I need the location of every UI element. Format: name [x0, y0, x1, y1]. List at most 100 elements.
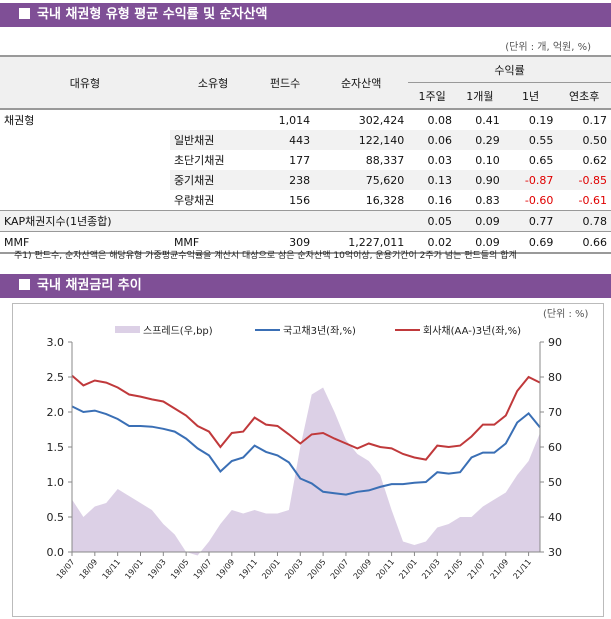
cell-minor: 초단기채권	[173, 154, 225, 167]
unit-label: (단위 : 개, 억원, %)	[505, 42, 591, 53]
cell-w1: 0.13	[408, 170, 456, 190]
table-row: 중기채권 238 75,620 0.13 0.90 -0.87 -0.85	[0, 170, 611, 190]
series-line-1	[71, 405, 541, 496]
fund-returns-table: 대유형 소유형 펀드수 순자산액 수익률 1주일 1개월 1년 연초후 채권형 1…	[0, 55, 611, 254]
y-right-tick-label: 70	[548, 406, 562, 419]
cell-minor	[169, 210, 257, 232]
x-tick-label: 20/03	[283, 558, 305, 581]
cell-m1: 0.09	[455, 210, 504, 232]
cell-major: KAP채권지수(1년종합)	[0, 210, 170, 232]
table-row: 초단기채권 177 88,337 0.03 0.10 0.65 0.62	[0, 150, 611, 170]
cell-funds	[256, 210, 315, 232]
cell-assets	[314, 210, 409, 232]
cell-minor: 중기채권	[169, 170, 257, 190]
cell-assets: 122,140	[314, 130, 409, 150]
y-left-tick-label: 0.5	[47, 511, 65, 524]
series-line-2	[71, 374, 541, 461]
x-tick-label: 20/09	[352, 558, 374, 581]
x-tick-label: 20/05	[306, 558, 328, 581]
y-left-tick-label: 3.0	[47, 336, 65, 349]
cell-m1: 0.41	[475, 113, 500, 127]
section-title: 국내 채권금리 추이	[37, 278, 142, 293]
cell-y1: -0.87	[503, 170, 558, 190]
header-1y: 1년	[503, 82, 558, 109]
cell-assets: 16,328	[365, 193, 405, 207]
y-right-tick-label: 80	[548, 371, 562, 384]
x-tick-label: 21/05	[443, 558, 465, 581]
header-1m: 1개월	[455, 82, 504, 109]
cell-ytd: 0.50	[557, 130, 611, 150]
x-tick-label: 20/01	[260, 558, 282, 581]
y-right-tick-label: 90	[548, 336, 562, 349]
cell-funds: 156	[289, 193, 311, 207]
square-bullet-icon	[19, 279, 30, 290]
x-tick-label: 21/11	[511, 558, 533, 581]
table-row: 일반채권 443 122,140 0.06 0.29 0.55 0.50	[0, 130, 611, 150]
cell-ytd: 0.78	[557, 210, 611, 232]
table-row: 우량채권 156 16,328 0.16 0.83 -0.60 -0.61	[0, 190, 611, 211]
cell-w1: 0.05	[408, 210, 456, 232]
cell-minor: 우량채권	[173, 194, 215, 207]
cell-assets: 75,620	[314, 170, 409, 190]
cell-minor: 일반채권	[169, 130, 257, 150]
x-tick-label: 21/01	[397, 558, 419, 581]
cell-w1: 0.16	[427, 193, 452, 207]
x-tick-label: 18/07	[55, 558, 77, 581]
cell-assets: 302,424	[358, 113, 405, 127]
cell-y1: 0.19	[528, 113, 554, 127]
cell-funds: 238	[256, 170, 315, 190]
cell-m1: 0.10	[475, 153, 500, 167]
header-funds: 펀드수	[256, 56, 315, 109]
x-tick-label: 20/07	[329, 558, 351, 581]
cell-ytd: -0.85	[557, 170, 611, 190]
x-tick-label: 21/03	[420, 558, 442, 581]
x-tick-label: 21/09	[489, 558, 511, 581]
cell-funds: 443	[256, 130, 315, 150]
chart-unit-label: (단위 : %)	[543, 309, 589, 320]
header-major: 대유형	[0, 56, 170, 109]
x-tick-label: 19/01	[123, 558, 145, 581]
cell-major: 채권형	[4, 114, 35, 127]
cell-w1: 0.06	[408, 130, 456, 150]
x-tick-label: 18/11	[100, 558, 122, 581]
header-ytd: 연초후	[557, 82, 611, 109]
section-title-bar: 국내 채권금리 추이	[0, 274, 611, 298]
x-tick-label: 19/05	[169, 558, 191, 581]
legend-label: 회사채(AA-)3년(좌,%)	[423, 325, 521, 337]
cell-y1: 0.77	[503, 210, 558, 232]
x-tick-label: 19/11	[237, 558, 259, 581]
cell-major: MMF	[4, 235, 30, 249]
y-right-tick-label: 50	[548, 476, 562, 489]
cell-assets: 88,337	[365, 153, 405, 167]
cell-assets: 1,227,011	[348, 235, 405, 249]
header-returns: 수익률	[408, 56, 611, 83]
cell-m1: 0.29	[455, 130, 504, 150]
cell-ytd: 0.66	[582, 235, 608, 249]
y-left-tick-label: 1.0	[47, 476, 65, 489]
x-tick-label: 19/07	[192, 558, 214, 581]
chart-frame	[12, 303, 604, 617]
header-1w: 1주일	[408, 82, 456, 109]
legend-swatch	[115, 326, 140, 333]
cell-m1: 0.09	[475, 235, 500, 249]
cell-funds: 309	[289, 235, 311, 249]
table-row: KAP채권지수(1년종합) 0.05 0.09 0.77 0.78	[0, 210, 611, 232]
section-title: 국내 채권형 유형 평균 수익률 및 순자산액	[37, 7, 268, 22]
spread-area	[72, 387, 540, 556]
y-right-tick-label: 40	[548, 511, 562, 524]
x-tick-label: 20/11	[374, 558, 396, 581]
cell-y1: 0.55	[503, 130, 558, 150]
cell-y1: 0.69	[528, 235, 554, 249]
cell-minor: MMF	[173, 235, 200, 249]
cell-w1: 0.03	[427, 153, 452, 167]
footnote: 주1) 펀드수, 순자산액은 해당유형 가중평균수익률을 계산시 대상으로 삼은…	[14, 251, 517, 261]
cell-ytd: 0.17	[582, 113, 608, 127]
y-right-tick-label: 30	[548, 546, 562, 559]
cell-y1: -0.60	[524, 193, 554, 207]
cell-funds: 177	[289, 153, 311, 167]
y-left-tick-label: 1.5	[47, 441, 65, 454]
section-title-bar: 국내 채권형 유형 평균 수익률 및 순자산액	[0, 3, 611, 27]
x-tick-label: 19/09	[215, 558, 237, 581]
header-minor: 소유형	[169, 56, 257, 109]
